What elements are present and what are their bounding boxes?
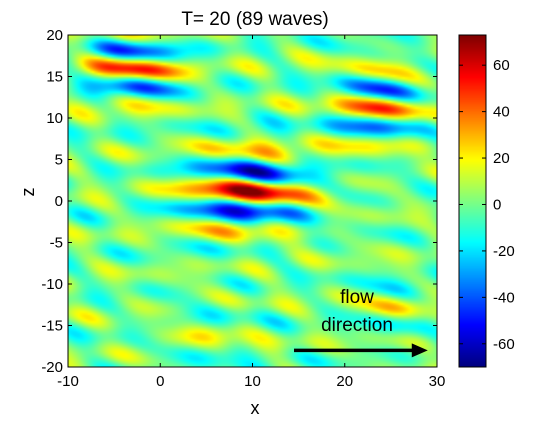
y-tick-label: 5 xyxy=(55,152,63,169)
x-tick-label: 30 xyxy=(429,373,446,390)
chart-title: T= 20 (89 waves) xyxy=(181,9,328,30)
colorbar-tick-label: -60 xyxy=(493,336,515,353)
x-tick-label: 10 xyxy=(244,373,261,390)
colorbar-tick-label: 20 xyxy=(493,150,510,167)
x-tick-label: 20 xyxy=(336,373,353,390)
y-tick-label: 0 xyxy=(55,193,63,210)
colorbar xyxy=(459,35,486,367)
y-tick-label: 20 xyxy=(46,27,63,44)
colorbar-tick-label: 60 xyxy=(493,57,510,74)
y-tick-label: -20 xyxy=(41,359,63,376)
flow-arrow-head xyxy=(411,343,428,358)
colorbar-frame xyxy=(458,34,487,368)
annotation-line-1: flow xyxy=(340,287,374,308)
y-tick-label: -15 xyxy=(41,318,63,335)
y-axis-ticks: -20 -15 -10 -5 0 5 10 15 20 xyxy=(41,27,437,376)
colorbar-tick-label: -20 xyxy=(493,243,515,260)
annotation-line-2: direction xyxy=(321,315,393,336)
y-axis-label: z xyxy=(18,188,38,197)
colorbar-ticks: -60 -40 -20 0 20 40 60 xyxy=(459,57,515,353)
x-axis-label: x xyxy=(251,398,260,418)
colorbar-tick-label: 0 xyxy=(493,196,501,213)
y-tick-label: -10 xyxy=(41,276,63,293)
y-tick-label: -5 xyxy=(50,235,63,252)
heatmap-image xyxy=(68,35,437,367)
x-axis-ticks: -10 0 10 20 30 xyxy=(57,35,445,390)
x-tick-label: -10 xyxy=(57,373,79,390)
y-tick-label: 15 xyxy=(46,69,63,86)
colorbar-tick-label: 40 xyxy=(493,104,510,121)
colorbar-tick-label: -40 xyxy=(493,289,515,306)
x-tick-label: 0 xyxy=(156,373,164,390)
y-tick-label: 10 xyxy=(46,110,63,127)
